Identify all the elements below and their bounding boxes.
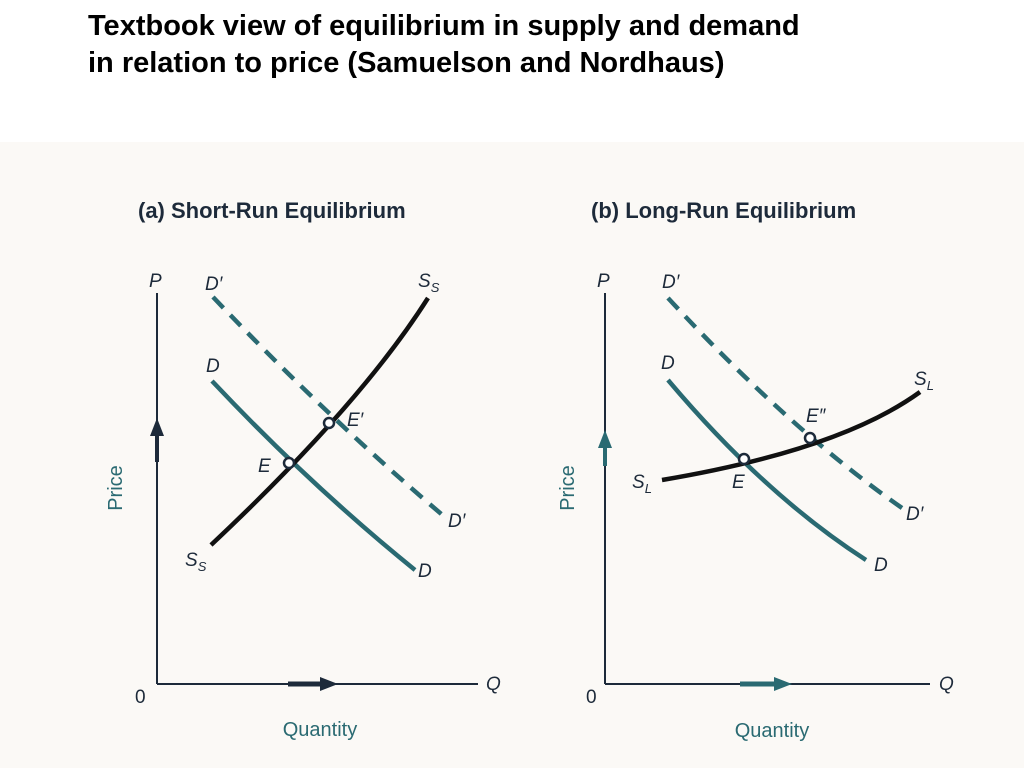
panel-b-price-word: Price <box>557 465 579 511</box>
panel-b-title: (b) Long-Run Equilibrium <box>591 198 856 223</box>
panel-a-new-demand-curve <box>211 295 448 520</box>
panel-a-demand-curve <box>210 379 417 572</box>
panel-b-d-bottom-label: D <box>874 555 888 576</box>
panel-b-dprime-bottom-label: D′ <box>906 504 925 525</box>
panel-a-dprime-top-label: D′ <box>205 274 224 295</box>
panel-a-quantity-right-arrow-icon <box>288 677 338 691</box>
panel-a-price-up-arrow-icon <box>150 418 164 462</box>
panel-a-ss-top-label: SS <box>418 271 440 295</box>
panel-b-price-up-arrow-icon <box>598 430 612 466</box>
panel-b-new-demand-curve <box>666 296 904 510</box>
panel-b-demand-curve <box>666 378 868 562</box>
panel-long-run: (b) Long-Run Equilibrium P Q 0 Quantity … <box>557 198 954 742</box>
panel-b-point-e-double-prime <box>803 431 817 445</box>
panel-a-q-label: Q <box>486 674 501 695</box>
panel-b-supply-curve <box>661 390 922 483</box>
panel-b-quantity-word: Quantity <box>735 720 809 742</box>
panel-a-quantity-word: Quantity <box>283 719 357 741</box>
panel-b-dprime-top-label: D′ <box>662 272 681 293</box>
slide-title: Textbook view of equilibrium in supply a… <box>88 8 988 82</box>
panel-a-ss-bottom-label: SS <box>185 550 207 574</box>
panel-a-origin: 0 <box>135 687 146 708</box>
panel-a-price-word: Price <box>105 465 127 511</box>
panel-a-e-prime-label: E′ <box>347 410 365 431</box>
figure-background <box>0 142 1024 768</box>
panel-a-point-e <box>282 456 296 470</box>
panel-b-q-label: Q <box>939 674 954 695</box>
panel-b-sl-top-label: SL <box>914 369 934 393</box>
panel-b-point-e <box>737 452 751 466</box>
panel-short-run: (a) Short-Run Equilibrium P Q 0 Quantity… <box>105 198 501 741</box>
panel-a-point-e-prime <box>322 416 336 430</box>
panel-a-p-label: P <box>149 271 162 292</box>
panel-b-origin: 0 <box>586 687 597 708</box>
slide-title-line-2: in relation to price (Samuelson and Nord… <box>88 47 725 79</box>
panel-a-e-label: E <box>258 456 271 477</box>
panel-b-sl-bottom-label: SL <box>632 472 652 496</box>
panel-b-quantity-right-arrow-icon <box>740 677 792 691</box>
panel-a-title: (a) Short-Run Equilibrium <box>138 198 406 223</box>
panel-a-d-top-label: D <box>206 356 220 377</box>
panel-b-p-label: P <box>597 271 610 292</box>
panel-b-d-top-label: D <box>661 353 675 374</box>
panel-b-e-double-prime-label: E″ <box>806 406 827 427</box>
panel-b-e-label: E <box>732 472 745 493</box>
panel-a-dprime-bottom-label: D′ <box>448 511 467 532</box>
slide-title-line-1: Textbook view of equilibrium in supply a… <box>88 10 800 42</box>
panel-a-supply-curve <box>209 296 430 547</box>
panel-a-d-bottom-label: D <box>418 561 432 582</box>
